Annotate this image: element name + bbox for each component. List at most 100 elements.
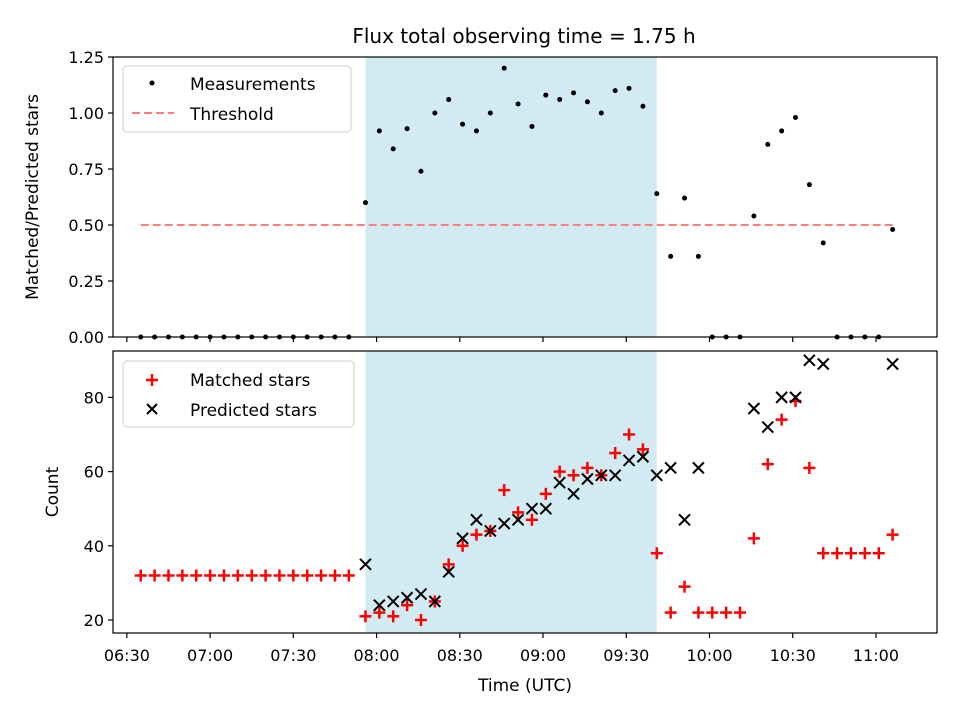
matched-star-point [342, 569, 355, 582]
top-legend: Measurements Threshold [122, 65, 352, 133]
predicted-star-stroke-b [747, 402, 761, 415]
matched-star-point [162, 569, 175, 582]
matched-star-point [176, 569, 189, 582]
predicted-star-point [636, 450, 650, 463]
matched-star-point [831, 547, 844, 560]
measurement-point [501, 65, 507, 71]
measurement-point [571, 90, 577, 96]
matched-star-point [301, 569, 314, 582]
x-tick-label: 10:30 [770, 646, 816, 665]
predicted-star-point [775, 391, 788, 404]
measurement-point [806, 182, 812, 188]
predicted-star-point [484, 524, 497, 538]
predicted-star-point [442, 565, 455, 578]
x-tick-label: 08:00 [354, 646, 400, 665]
predicted-star-stroke-b [775, 391, 788, 404]
measurement-point [460, 121, 466, 127]
matched-star-point [387, 610, 400, 623]
measurement-point [390, 146, 396, 152]
predicted-star-point [817, 357, 830, 371]
predicted-star-stroke-b [803, 354, 816, 367]
matched-star-point [231, 569, 244, 582]
matched-star-point [414, 614, 427, 627]
predicted-star-point [497, 517, 511, 530]
predicted-star-stroke-b [511, 513, 525, 527]
predicted-star-stroke-b [428, 595, 442, 608]
measurement-point [820, 240, 826, 246]
predicted-star-stroke-b [567, 487, 580, 501]
matched-star-point [817, 547, 830, 560]
bottom-y-tick-label: 60 [84, 463, 104, 482]
measurement-point [598, 110, 604, 116]
measurement-point [557, 97, 563, 103]
predicted-star-stroke-b [581, 472, 594, 486]
predicted-star-point [456, 532, 469, 545]
bottom-y-tick-label: 20 [84, 611, 104, 630]
predicted-star-stroke-b [678, 513, 691, 527]
predicted-star-stroke-b [525, 502, 539, 515]
predicted-star-point [525, 502, 539, 515]
predicted-star-stroke-b [636, 450, 650, 463]
predicted-star-stroke-b [789, 391, 802, 404]
x-tick-label: 06:30 [104, 646, 150, 665]
matched-star-point [134, 569, 147, 582]
predicted-star-point [595, 469, 608, 482]
predicted-star-point [387, 595, 400, 608]
matched-star-point [190, 569, 203, 582]
x-tick-label: 07:00 [187, 646, 233, 665]
measurement-point [473, 128, 479, 134]
legend-matched-marker [146, 374, 158, 386]
measurement-point [668, 253, 674, 259]
chart-title: Flux total observing time = 1.75 h [352, 24, 695, 48]
matched-star-point [650, 547, 663, 560]
matched-star-point [287, 569, 300, 582]
top-y-axis-label: Matched/Predicted stars [23, 94, 43, 300]
matched-star-point [442, 558, 455, 571]
measurement-point [626, 85, 632, 91]
matched-star-point [761, 458, 774, 471]
predicted-star-point [761, 420, 774, 434]
predicted-star-stroke-b [497, 517, 511, 530]
legend-threshold-label: Threshold [189, 105, 274, 125]
legend-matched-label: Matched stars [190, 371, 310, 391]
matched-star-point [245, 569, 258, 582]
predicted-star-point [886, 357, 899, 371]
matched-star-point [803, 461, 816, 474]
bottom-y-ticks: 20 40 60 80 [84, 388, 113, 630]
bottom-y-tick-label: 80 [84, 388, 104, 407]
measurement-point [682, 195, 688, 201]
predicted-star-stroke-b [539, 502, 553, 515]
measurement-point [362, 200, 368, 206]
measurement-point [612, 88, 618, 94]
predicted-star-point [664, 461, 677, 475]
matched-star-point [581, 461, 594, 474]
bottom-legend: Matched stars Predicted stars [122, 360, 355, 428]
matched-star-point [872, 547, 885, 560]
matched-star-point [359, 610, 372, 623]
top-y-tick-label: 0.25 [68, 272, 104, 291]
x-tick-label: 07:30 [270, 646, 316, 665]
matched-star-point [470, 528, 483, 541]
predicted-star-point [373, 598, 386, 612]
matched-star-point [636, 443, 649, 456]
x-tick-label: 09:00 [520, 646, 566, 665]
predicted-star-point [400, 591, 414, 604]
measurement-point [376, 128, 382, 134]
bottom-shaded-span [365, 351, 657, 633]
predicted-star-point [511, 513, 525, 527]
measurement-point [418, 168, 424, 174]
predicted-star-stroke-b [456, 532, 469, 545]
matched-star-point [720, 606, 733, 619]
predicted-star-stroke-b [553, 476, 566, 489]
measurement-point [765, 141, 771, 147]
predicted-star-stroke-b [595, 469, 608, 482]
top-axes-frame [112, 56, 938, 338]
predicted-star-stroke-b [608, 469, 622, 482]
predicted-star-point [567, 487, 580, 501]
measurement-point [584, 99, 590, 105]
matched-star-point [259, 569, 272, 582]
bottom-x-ticks: 06:30 07:00 07:30 08:00 08:30 09:00 09:30 10:00… [104, 633, 899, 665]
matched-star-point [886, 528, 899, 541]
predicted-star-point [678, 513, 691, 527]
legend-predicted-marker [146, 403, 158, 415]
